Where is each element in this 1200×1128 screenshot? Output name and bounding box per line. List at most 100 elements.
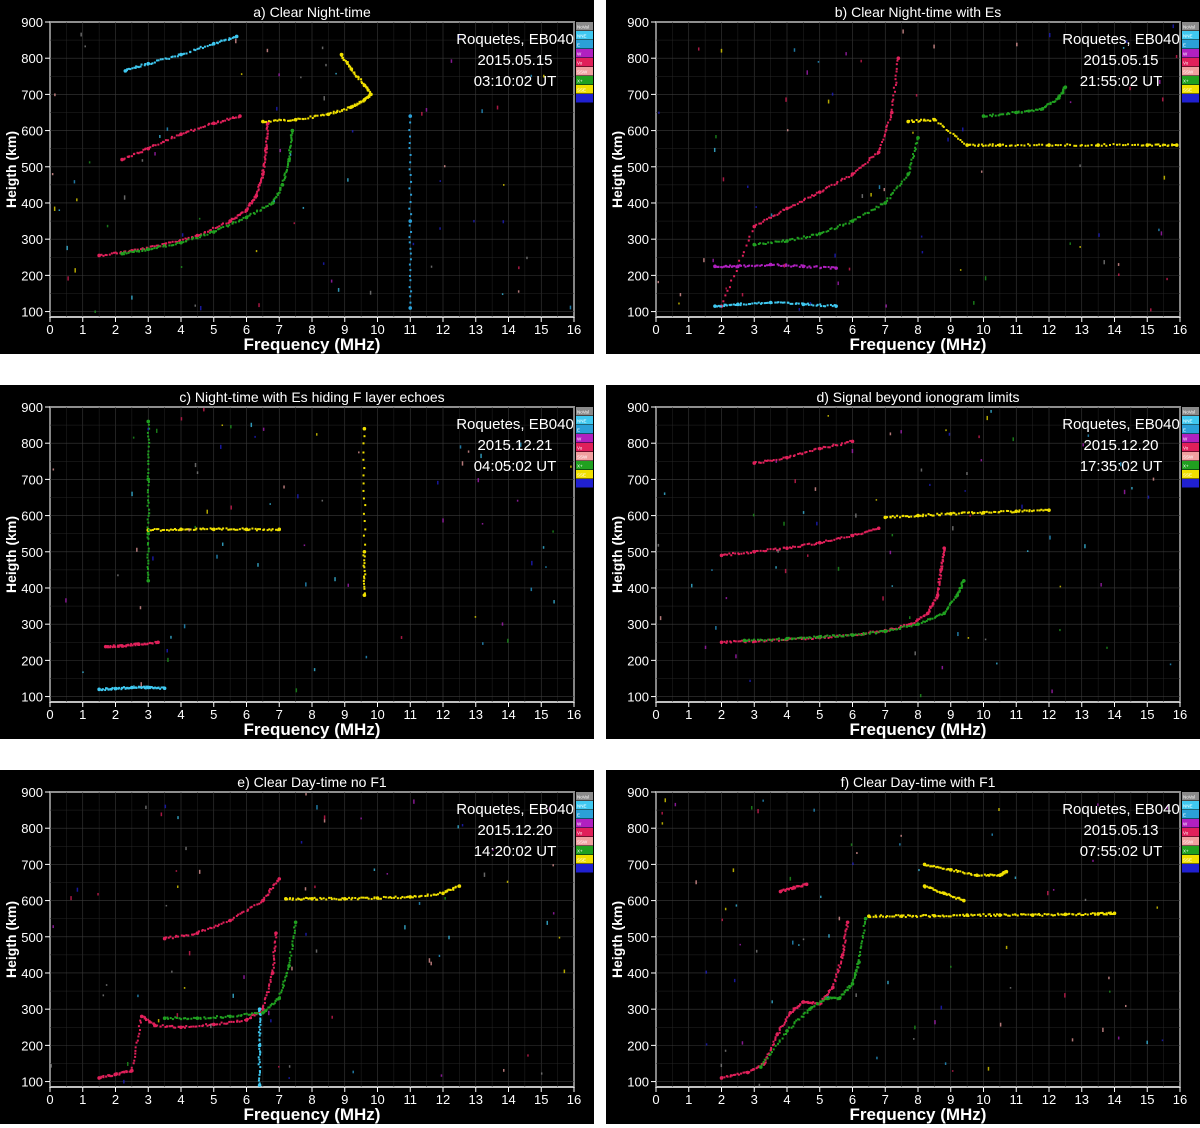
trace-dot (263, 156, 266, 159)
trace-dot (286, 971, 289, 974)
trace-dot (228, 224, 231, 227)
trace-dot (895, 70, 898, 73)
trace-dot (858, 216, 861, 219)
trace-dot (843, 990, 846, 993)
trace-dot (264, 996, 267, 999)
trace-dot (176, 241, 179, 244)
trace-dot (844, 442, 847, 445)
trace-dot (827, 997, 830, 1000)
trace-dot (868, 529, 871, 532)
trace-dot (833, 183, 836, 186)
trace-dot (865, 530, 868, 533)
noise-speck (170, 635, 172, 639)
noise-speck (1166, 805, 1168, 810)
trace-dot (452, 888, 455, 891)
trace-dot (129, 644, 132, 647)
trace-dot (1154, 143, 1157, 146)
trace-dot (104, 646, 107, 649)
y-tick-label: 900 (21, 400, 43, 415)
trace-dot (1002, 113, 1005, 116)
trace-dot (886, 124, 889, 127)
noise-specks (657, 24, 1178, 312)
legend-swatch (576, 855, 593, 864)
trace-dot (783, 1021, 786, 1024)
trace-dot (778, 637, 781, 640)
trace-dot (793, 239, 796, 242)
trace-dot (852, 978, 855, 981)
noise-speck (722, 177, 725, 182)
legend-swatch (1182, 22, 1199, 31)
noise-speck (1163, 175, 1166, 180)
trace-dot (152, 1022, 155, 1025)
noise-speck (501, 293, 504, 296)
trace-dot (935, 596, 938, 599)
y-tick-label: 900 (21, 15, 43, 30)
trace-dot (887, 121, 890, 124)
trace-dot (214, 230, 217, 233)
trace-dot (734, 640, 737, 643)
trace-dot (1038, 107, 1041, 110)
trace-dot (147, 562, 150, 565)
trace-dot (235, 914, 238, 917)
legend-label: NNE (1183, 34, 1193, 39)
trace-dot (1122, 144, 1125, 147)
x-tick-label: 3 (751, 322, 758, 337)
noise-speck (216, 554, 218, 559)
trace-dot (314, 114, 317, 117)
legend-label: E (1183, 43, 1186, 48)
trace-dot (289, 146, 292, 149)
trace-dot (783, 546, 786, 549)
trace-dot (336, 109, 339, 112)
trace-dot (370, 897, 373, 900)
noise-speck (440, 1074, 443, 1077)
trace-dot (1000, 510, 1003, 513)
trace-dot (328, 896, 331, 899)
noise-speck (502, 184, 505, 186)
trace-dot (332, 110, 335, 113)
noise-speck (806, 70, 808, 75)
trace-dot (825, 186, 828, 189)
trace-dot (863, 531, 866, 534)
trace-dot (864, 920, 867, 923)
trace-dot (963, 915, 966, 918)
trace-dot (1111, 913, 1114, 916)
trace-dot (875, 205, 878, 208)
trace-dot (943, 611, 946, 614)
trace-dot (197, 930, 200, 933)
trace-dot (795, 1019, 798, 1022)
trace-dot (957, 137, 960, 140)
trace-dot (241, 527, 244, 530)
trace-dot (289, 897, 292, 900)
y-tick-label: 100 (627, 1075, 649, 1090)
trace-dot (351, 104, 354, 107)
trace-dot (776, 1032, 779, 1035)
noise-speck (140, 682, 143, 687)
x-tick-label: 5 (210, 322, 217, 337)
trace-dot (782, 264, 785, 267)
trace-dot (341, 897, 344, 900)
noise-speck (183, 624, 186, 629)
trace-dot (791, 237, 794, 240)
trace-dot (237, 913, 240, 916)
trace-dot (766, 301, 769, 304)
trace-dot (728, 265, 731, 268)
trace-dot (305, 897, 308, 900)
trace-dot (220, 528, 223, 531)
trace-dot (267, 987, 270, 990)
trace-dot (258, 902, 261, 905)
trace-dot (127, 67, 130, 70)
y-tick-label: 800 (21, 51, 43, 66)
trace-dot (1078, 912, 1081, 915)
trace-dot (100, 1075, 103, 1078)
trace-dot (940, 574, 943, 577)
legend-swatch (1182, 864, 1199, 873)
trace-dot (426, 893, 429, 896)
trace-dot (263, 1009, 266, 1012)
trace-dot (265, 151, 268, 154)
trace-dot (122, 253, 125, 256)
trace-dot (289, 119, 292, 122)
trace-dot (136, 65, 139, 68)
trace-dot (269, 120, 272, 123)
trace-dot (889, 114, 892, 117)
trace-dot (282, 984, 285, 987)
